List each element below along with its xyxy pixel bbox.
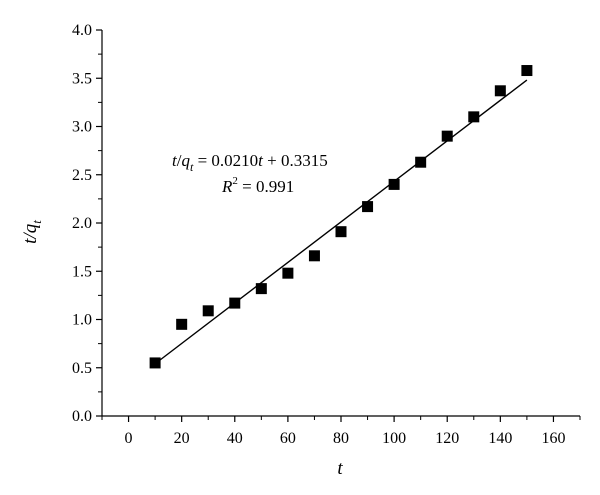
- fit-line: [154, 79, 528, 365]
- eq-rhs-intercept: + 0.3315: [263, 151, 328, 170]
- x-ticks: 0 20 40 60 80 100 120 140 160: [101, 416, 581, 447]
- eq-rhs-coef: = 0.0210: [193, 151, 258, 170]
- y-tick-label: 3.0: [72, 119, 92, 136]
- y-tick-label: 1.5: [72, 263, 92, 280]
- data-points: [149, 65, 533, 369]
- r2-superscript: 2: [232, 175, 238, 187]
- eq-lhs-t: t: [172, 151, 178, 170]
- data-point: [282, 267, 294, 279]
- y-tick-label: 0.0: [72, 408, 92, 425]
- y-axis-label: t/qt: [20, 220, 44, 244]
- eq-lhs-slash: /: [177, 151, 182, 170]
- data-point: [202, 305, 214, 317]
- x-tick-label: 120: [435, 430, 459, 447]
- x-tick-label: 40: [227, 430, 243, 447]
- data-point: [335, 226, 347, 238]
- r-squared: R2 = 0.991: [221, 175, 294, 196]
- x-tick-label: 60: [280, 430, 296, 447]
- data-point: [468, 111, 480, 123]
- y-tick-label: 4.0: [72, 22, 92, 39]
- x-tick-label: 100: [382, 430, 406, 447]
- y-tick-label: 0.5: [72, 360, 92, 377]
- data-point: [521, 65, 533, 77]
- data-point: [415, 156, 427, 168]
- x-tick-label: 140: [488, 430, 512, 447]
- eq-rhs-t: t: [258, 151, 264, 170]
- y-axis-label-main: t/q: [20, 223, 41, 244]
- data-point: [176, 318, 188, 330]
- y-tick-label: 3.5: [72, 70, 92, 87]
- data-point: [229, 297, 241, 309]
- plot-area: [149, 65, 533, 369]
- data-point: [255, 283, 267, 295]
- eq-lhs-q: q: [181, 151, 190, 170]
- data-point: [362, 201, 374, 213]
- eq-lhs-subscript: t: [190, 160, 194, 174]
- x-tick-label: 0: [125, 430, 133, 447]
- y-tick-label: 1.0: [72, 312, 92, 329]
- fit-line-layer: [154, 79, 528, 365]
- y-ticks: 0.0 0.5 1.0 1.5 2.0 2.5 3.0 3.5 4.0: [72, 22, 102, 425]
- x-tick-label: 80: [333, 430, 349, 447]
- r2-symbol: R: [221, 177, 233, 196]
- y-axis-label-subscript: t: [29, 220, 44, 224]
- axes: 0 20 40 60 80 100 120 140 160 0.0 0.5 1.0 1.5 2.0 2.5…: [72, 22, 581, 447]
- x-axis-label: t: [337, 458, 343, 479]
- fit-equation: t/qt = 0.0210t + 0.3315: [172, 151, 328, 174]
- x-tick-label: 160: [541, 430, 565, 447]
- data-point: [494, 85, 506, 97]
- data-point: [441, 130, 453, 142]
- data-point: [388, 178, 400, 190]
- x-tick-label: 20: [174, 430, 190, 447]
- y-tick-label: 2.0: [72, 215, 92, 232]
- data-point: [149, 357, 161, 369]
- data-point: [308, 250, 320, 262]
- r2-value: = 0.991: [238, 177, 294, 196]
- y-tick-label: 2.5: [72, 167, 92, 184]
